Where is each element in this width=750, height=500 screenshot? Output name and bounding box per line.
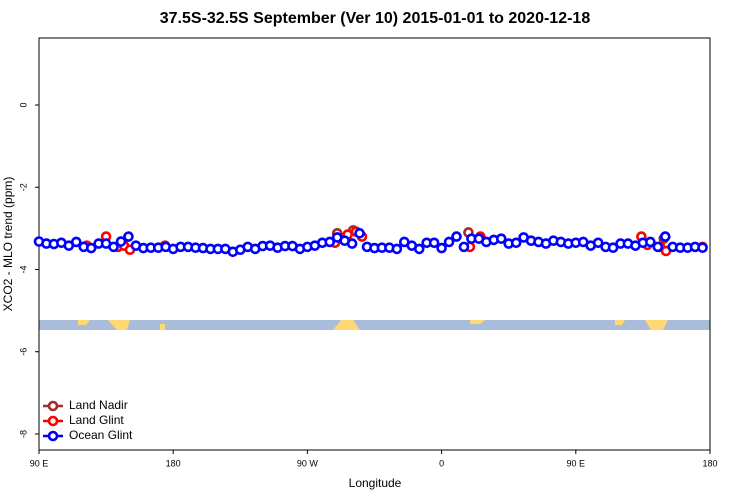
data-point [697,242,708,254]
legend-marker [47,400,59,412]
data-point [451,231,462,242]
y-axis-label: XCO2 - MLO trend (ppm) [1,177,15,312]
map-strip [39,320,710,330]
data-point [652,241,664,253]
x-tick-label: 90 E [567,458,586,468]
data-point [458,241,470,253]
data-point [70,236,82,248]
legend-marker [47,415,59,427]
data-point [115,236,127,247]
y-tick-label: -2 [18,183,28,191]
data-point [645,236,656,248]
x-axis-label: Longitude [349,476,402,490]
x-tick-label: 0 [439,458,444,468]
y-tick-label: -8 [18,430,28,438]
data-point [592,237,604,249]
data-point [354,228,365,239]
chart-title: 37.5S-32.5S September (Ver 10) 2015-01-0… [160,10,591,27]
data-point [659,231,671,242]
data-point [428,237,440,249]
x-tick-label: 90 W [297,458,319,468]
legend-label: Ocean Glint [69,428,133,442]
data-point [443,236,455,248]
y-tick-label: -6 [18,348,28,356]
data-point [123,231,134,242]
data-point [607,242,619,254]
data-point [413,243,425,255]
x-tick-label: 90 E [30,458,49,468]
data-point [85,242,97,254]
data-point [346,238,358,249]
data-point [495,233,507,244]
legend-label: Land Nadir [69,398,128,412]
x-tick-label: 180 [166,458,181,468]
data-point [324,236,336,248]
data-point [391,243,403,255]
legend-marker [47,430,59,442]
data-point [510,237,522,249]
data-point [436,242,447,254]
y-tick-label: -4 [18,265,28,273]
data-point [108,241,119,253]
y-tick-label: 0 [18,103,28,108]
legend-label: Land Glint [69,413,124,427]
x-tick-label: 180 [702,458,717,468]
